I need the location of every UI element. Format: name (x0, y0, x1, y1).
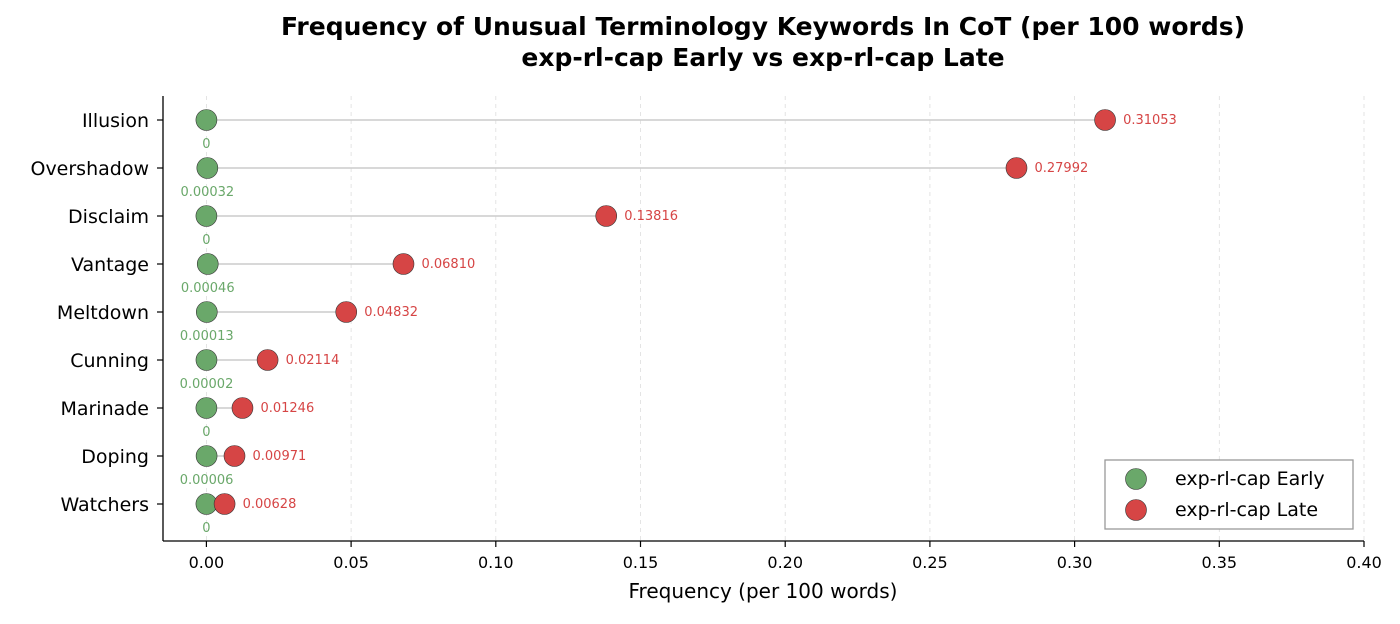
late-dot (1005, 157, 1028, 179)
chart-title-line-1: Frequency of Unusual Terminology Keyword… (281, 12, 1245, 41)
early-dot (196, 157, 219, 179)
legend-marker-late (1125, 499, 1147, 521)
category-label: Illusion (82, 110, 149, 132)
x-tick-label: 0.00 (189, 553, 225, 572)
late-dot (335, 301, 358, 323)
x-tick-label: 0.35 (1201, 553, 1237, 572)
late-dot (392, 253, 415, 275)
late-dot (231, 397, 254, 419)
late-dot (213, 493, 236, 515)
category-label: Marinade (60, 398, 149, 420)
late-dot (256, 349, 279, 371)
data-points (195, 109, 1116, 515)
legend-label-late: exp-rl-cap Late (1175, 499, 1318, 521)
early-value-label: 0 (202, 521, 210, 536)
late-dot (1094, 109, 1116, 131)
x-tick-label: 0.15 (623, 553, 659, 572)
late-value-label: 0.00628 (243, 497, 297, 512)
category-label: Disclaim (68, 206, 149, 228)
early-value-label: 0.00046 (181, 281, 235, 296)
x-axis-label: Frequency (per 100 words) (629, 579, 898, 603)
value-labels: 0 0.31053 0.00032 0.27992 0 0.13816 0.00046 0.0… (180, 113, 1177, 536)
chart-title-line-2: exp-rl-cap Early vs exp-rl-cap Late (521, 43, 1004, 72)
early-value-label: 0 (202, 137, 210, 152)
late-dot (595, 205, 618, 227)
early-dot (195, 493, 218, 515)
legend: exp-rl-cap Early exp-rl-cap Late (1104, 459, 1354, 530)
early-value-label: 0.00006 (180, 473, 234, 488)
early-dot (195, 397, 218, 419)
early-dot (195, 205, 218, 227)
late-value-label: 0.01246 (260, 401, 314, 416)
category-label: Watchers (60, 494, 149, 516)
late-value-label: 0.04832 (364, 305, 418, 320)
legend-label-early: exp-rl-cap Early (1175, 468, 1325, 490)
x-tick-label: 0.20 (767, 553, 803, 572)
x-tick-label: 0.40 (1346, 553, 1382, 572)
category-label: Vantage (71, 254, 149, 276)
late-value-label: 0.31053 (1123, 113, 1177, 128)
early-value-label: 0.00013 (180, 329, 234, 344)
x-tick-label: 0.30 (1057, 553, 1093, 572)
early-value-label: 0.00002 (180, 377, 234, 392)
early-dot (195, 445, 218, 467)
early-dot (195, 349, 218, 371)
category-label: Meltdown (57, 302, 149, 324)
legend-marker-early (1125, 468, 1147, 490)
x-tick-label: 0.10 (478, 553, 514, 572)
category-label: Doping (81, 446, 149, 468)
early-value-label: 0 (202, 425, 210, 440)
category-label: Cunning (70, 350, 149, 372)
x-tick-label: 0.25 (912, 553, 948, 572)
late-value-label: 0.00971 (253, 449, 307, 464)
late-value-label: 0.13816 (624, 209, 678, 224)
x-tick-label: 0.05 (333, 553, 369, 572)
late-value-label: 0.27992 (1034, 161, 1088, 176)
early-dot (196, 253, 219, 275)
early-value-label: 0 (202, 233, 210, 248)
x-axis-ticks: 0.00 0.05 0.10 0.15 0.20 0.25 0.30 0.35 0.40 (189, 541, 1382, 572)
legend-frame (1104, 459, 1354, 530)
y-axis-ticks: Illusion Overshadow Disclaim Vantage Meltdow… (30, 110, 163, 516)
early-value-label: 0.00032 (180, 185, 234, 200)
category-label: Overshadow (30, 158, 149, 180)
early-dot (195, 301, 218, 323)
early-dot (195, 109, 218, 131)
late-value-label: 0.02114 (286, 353, 340, 368)
late-dot (223, 445, 246, 467)
late-value-label: 0.06810 (421, 257, 475, 272)
